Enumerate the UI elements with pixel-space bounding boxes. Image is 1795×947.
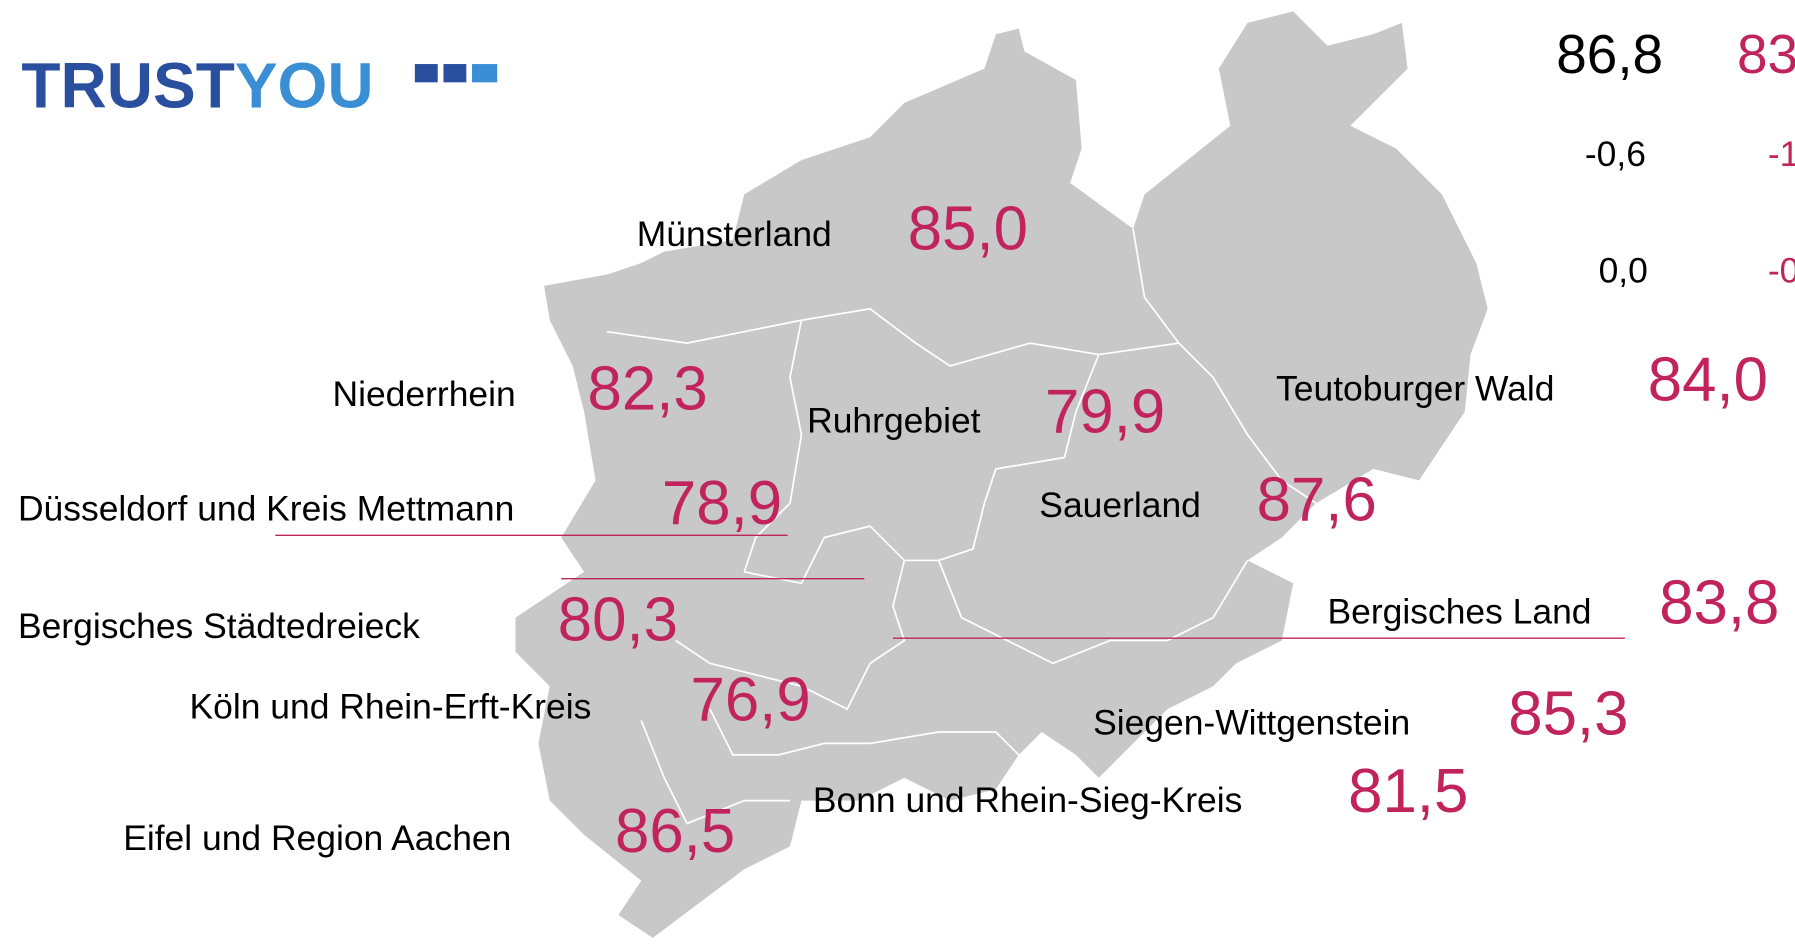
region-borders [606, 228, 1317, 825]
summary-value: 86,8 [1556, 23, 1663, 85]
summary-value: -1 [1768, 134, 1795, 174]
logo-text: TRUSTYOU [21, 50, 373, 122]
regions: Münsterland 85,0 Niederrhein 82,3 Ruhrgebiet… [18, 194, 1779, 866]
region-name: Ruhrgebiet [807, 400, 981, 440]
nrw-map [515, 11, 1488, 938]
summary: 86,8 83 -0,6 -1 0,0 -0 [1556, 23, 1795, 290]
logo: TRUSTYOU [21, 50, 498, 122]
region-name: Bergisches Land [1328, 591, 1592, 631]
logo-part: TRUST [21, 50, 234, 122]
region-score: 84,0 [1648, 345, 1768, 414]
region-score: 87,6 [1257, 465, 1377, 534]
region-name: Sauerland [1039, 485, 1201, 525]
region-name: Münsterland [637, 214, 832, 254]
region-name: Teutoburger Wald [1276, 368, 1554, 408]
region-name: Siegen-Wittgenstein [1093, 702, 1410, 742]
summary-value: 0,0 [1599, 250, 1648, 290]
region-name: Bonn und Rhein-Sieg-Kreis [813, 780, 1242, 820]
region-score: 86,5 [615, 797, 735, 866]
underlines [275, 534, 1625, 639]
region-score: 82,3 [588, 354, 708, 423]
region-name: Bergisches Städtedreieck [18, 606, 420, 646]
summary-value: -0,6 [1585, 134, 1646, 174]
region-score: 83,8 [1659, 568, 1779, 637]
region-score: 80,3 [558, 585, 678, 654]
logo-box [472, 64, 498, 83]
region-score: 85,3 [1508, 679, 1628, 748]
region-score: 85,0 [908, 194, 1028, 263]
region-name: Niederrhein [333, 374, 516, 414]
logo-box [443, 64, 467, 83]
logo-box [414, 64, 438, 83]
region-score: 81,5 [1348, 757, 1468, 826]
region-score: 79,9 [1045, 377, 1165, 446]
region-score: 78,9 [662, 469, 782, 538]
region-name: Eifel und Region Aachen [123, 818, 511, 858]
logo-part: YOU [235, 50, 374, 122]
region-score: 76,9 [690, 666, 810, 735]
region-name: Köln und Rhein-Erft-Kreis [190, 686, 592, 726]
summary-value: -0 [1768, 250, 1795, 290]
summary-value: 83 [1737, 23, 1795, 85]
region-name: Düsseldorf und Kreis Mettmann [18, 488, 514, 528]
